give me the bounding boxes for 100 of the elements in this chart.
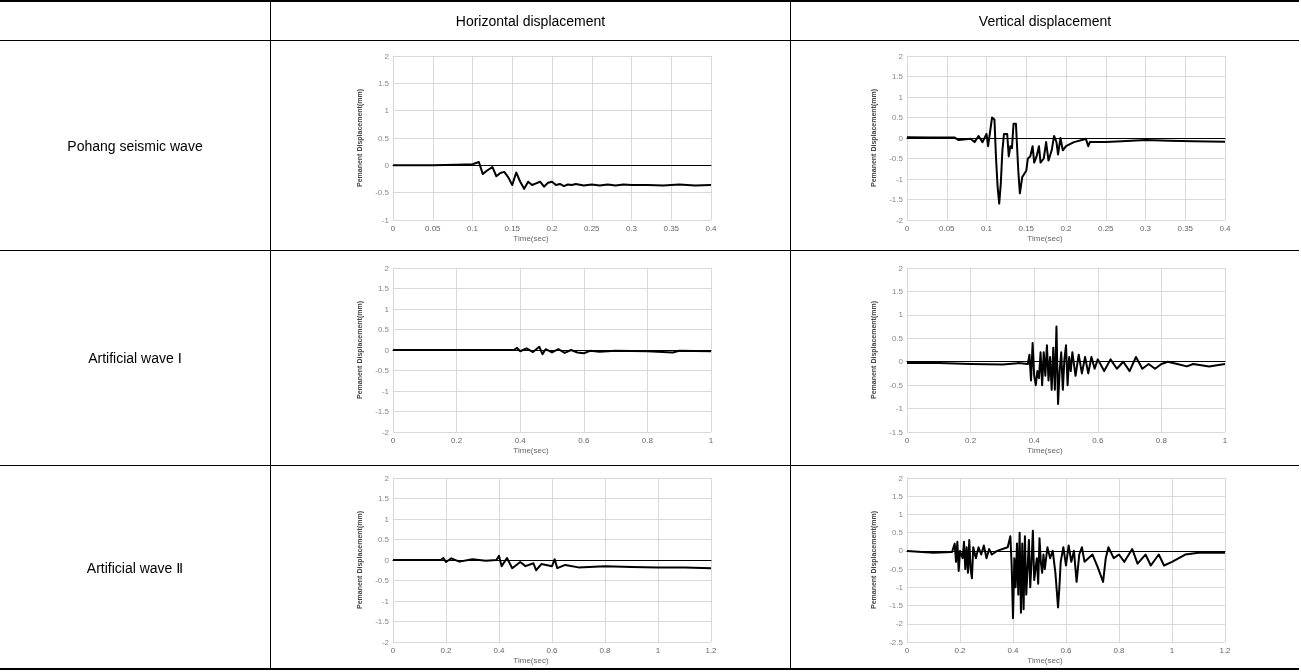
y-tick-label: 1 xyxy=(898,92,904,101)
text: Artificial wave Ⅱ xyxy=(86,560,184,576)
y-tick-label: -1.5 xyxy=(889,601,904,611)
x-tick-label: 1 xyxy=(1169,645,1175,655)
text: Vertical displacement xyxy=(978,13,1112,29)
x-axis-title: Time(sec) xyxy=(1027,445,1063,455)
x-tick-label: 1 xyxy=(655,645,661,655)
x-tick-label: 0.8 xyxy=(1155,435,1168,445)
x-tick-label: 0.6 xyxy=(1060,645,1073,655)
y-tick-label: 1.5 xyxy=(891,491,904,501)
y-tick-label: -0.5 xyxy=(374,187,390,197)
y-tick-label: 0.5 xyxy=(377,325,390,334)
y-tick-label: 1.5 xyxy=(377,494,390,503)
y-tick-label: 0.5 xyxy=(891,333,904,343)
y-tick-label: -1.5 xyxy=(889,427,904,437)
x-tick-label: 1.2 xyxy=(704,645,717,655)
y-tick-label: -1 xyxy=(895,582,904,592)
x-tick-label: 0.2 xyxy=(450,435,463,445)
y-tick-label: 1 xyxy=(898,509,904,519)
x-tick-label: 0.4 xyxy=(1219,223,1232,232)
x-tick-label: 0.2 xyxy=(1060,223,1073,232)
x-axis-title: Time(sec) xyxy=(1027,655,1063,665)
y-tick-label: 0.5 xyxy=(377,535,390,544)
x-tick-label: 0.2 xyxy=(954,645,967,655)
x-tick-label: 0.6 xyxy=(577,435,590,445)
x-tick-label: 1 xyxy=(1222,435,1228,445)
x-tick-label: 0.6 xyxy=(1092,435,1104,445)
x-tick-label: 0.2 xyxy=(545,223,558,232)
y-tick-label: 1.5 xyxy=(891,71,904,81)
y-tick-label: -2 xyxy=(381,427,390,437)
y-tick-label: 1.5 xyxy=(377,284,390,293)
x-tick-label: 0.3 xyxy=(625,223,638,232)
x-axis-title: Time(sec) xyxy=(512,233,549,242)
y-tick-label: 0 xyxy=(384,345,390,355)
y-tick-label: -0.5 xyxy=(889,380,904,390)
y-tick-label: 0.5 xyxy=(891,528,904,538)
x-tick-label: 0.8 xyxy=(598,645,611,655)
y-tick-label: -1.5 xyxy=(374,407,390,416)
y-tick-label: 0.5 xyxy=(377,133,390,142)
x-tick-label: 0.05 xyxy=(938,223,956,232)
y-tick-label: 2 xyxy=(898,473,904,483)
x-tick-label: 0.2 xyxy=(965,435,977,445)
x-tick-label: 0.4 xyxy=(1028,435,1041,445)
y-tick-label: -2 xyxy=(381,637,390,647)
y-tick-label: 1 xyxy=(898,310,904,320)
y-tick-label: 2 xyxy=(384,473,390,483)
x-tick-label: 0.15 xyxy=(1018,223,1035,232)
x-tick-label: 0.25 xyxy=(583,223,600,232)
text: Artificial wave Ⅰ xyxy=(88,350,182,366)
y-tick-label: -1 xyxy=(895,174,904,183)
y-tick-label: -1.5 xyxy=(889,194,904,204)
x-tick-label: 0.3 xyxy=(1139,223,1152,232)
x-tick-label: 0.15 xyxy=(503,223,521,232)
y-tick-label: -1 xyxy=(895,404,904,414)
x-tick-label: 0.35 xyxy=(1177,223,1194,232)
x-tick-label: 0.35 xyxy=(662,223,680,232)
y-tick-label: 1.5 xyxy=(377,78,390,88)
x-tick-label: 1 xyxy=(708,435,714,445)
text: Pohang seismic wave xyxy=(67,137,203,154)
y-tick-label: 1.5 xyxy=(891,286,904,296)
y-tick-label: -2 xyxy=(895,619,904,629)
x-tick-label: 0 xyxy=(904,223,910,232)
x-axis-title: Time(sec) xyxy=(512,655,549,665)
y-tick-label: -1 xyxy=(381,386,390,396)
x-axis-title: Time(sec) xyxy=(1027,233,1063,242)
x-tick-label: 0.4 xyxy=(514,435,526,445)
y-tick-label: -2 xyxy=(895,215,904,224)
x-tick-label: 0.8 xyxy=(641,435,654,445)
y-tick-label: 2 xyxy=(384,51,390,60)
x-tick-label: 0.8 xyxy=(1113,645,1126,655)
x-tick-label: 0.25 xyxy=(1097,223,1115,232)
text: Horizontal displacement xyxy=(455,13,606,29)
y-tick-label: -1 xyxy=(381,596,390,606)
y-tick-label: 0 xyxy=(898,357,904,367)
y-tick-label: -1.5 xyxy=(374,617,390,626)
y-tick-label: 1 xyxy=(384,514,390,524)
y-tick-label: 1 xyxy=(384,105,390,115)
y-tick-label: -0.5 xyxy=(889,564,904,574)
y-tick-label: -0.5 xyxy=(374,576,390,585)
y-tick-label: 0.5 xyxy=(891,112,904,122)
y-tick-label: 0 xyxy=(384,555,390,565)
y-tick-label: 1 xyxy=(384,304,390,314)
x-axis-title: Time(sec) xyxy=(512,445,549,455)
x-tick-label: 0.1 xyxy=(980,223,993,232)
y-tick-label: 2 xyxy=(898,51,904,60)
x-tick-label: 0.4 xyxy=(1007,645,1020,655)
x-tick-label: 0.4 xyxy=(704,223,717,232)
x-tick-label: 1.2 xyxy=(1219,645,1232,655)
y-tick-label: 2 xyxy=(384,263,390,273)
y-tick-label: -2.5 xyxy=(889,637,904,647)
y-tick-label: -0.5 xyxy=(374,366,390,375)
x-tick-label: 0 xyxy=(390,223,396,232)
y-tick-label: 0 xyxy=(898,546,904,556)
x-tick-label: 0.05 xyxy=(424,223,441,232)
x-tick-label: 0.6 xyxy=(545,645,558,655)
x-tick-label: 0.2 xyxy=(439,645,452,655)
y-tick-label: 0 xyxy=(384,160,390,170)
y-tick-label: 2 xyxy=(898,263,904,273)
x-tick-label: 0.4 xyxy=(492,645,505,655)
x-tick-label: 0.1 xyxy=(466,223,479,232)
